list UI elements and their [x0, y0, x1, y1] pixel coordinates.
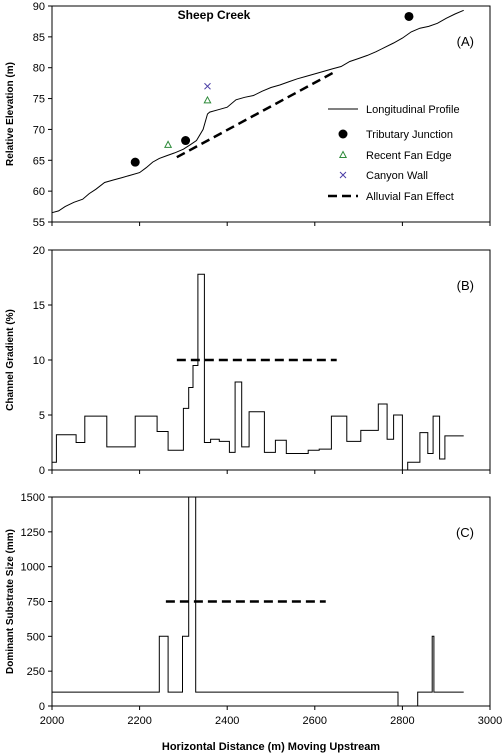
step-series-line: [52, 273, 464, 471]
tributary-junction-marker: [338, 129, 348, 139]
tributary-junction-marker: [130, 157, 140, 167]
profile-line: [51, 9, 464, 214]
y-tick-label: 0: [39, 701, 45, 713]
panel-label: (B): [457, 278, 474, 293]
x-tick-label: 2800: [390, 715, 414, 727]
tributary-junction-marker: [404, 11, 414, 21]
y-tick-label: 65: [33, 155, 45, 167]
fan-edge-marker: [203, 95, 212, 104]
panel-label: (A): [457, 34, 474, 49]
legend-label: Recent Fan Edge: [366, 150, 452, 162]
x-tick-label: 2200: [127, 715, 151, 727]
y-tick-label: 250: [27, 666, 45, 678]
fan-edge-marker: [164, 140, 173, 148]
tributary-junction-marker: [181, 136, 191, 146]
panel-a: 55 60 65 70 75 80 85 90 Relative Elevation (m) (A…: [5, 1, 491, 229]
plot-frame: [51, 5, 491, 223]
x-axis-title: Horizontal Distance (m) Moving Upstream: [162, 741, 380, 753]
plot-frame: [51, 249, 491, 471]
y-tick-label: 500: [27, 631, 45, 643]
y-tick-label: 1500: [21, 492, 45, 504]
panel-label: (C): [456, 525, 474, 540]
y-tick-label: 90: [33, 1, 45, 13]
legend-label: Tributary Junction: [366, 129, 453, 141]
legend-label: Alluvial Fan Effect: [366, 191, 454, 203]
legend-label: Canyon Wall: [366, 170, 428, 182]
panel-b: 0 5 10 15 20 Channel Gradient (%) (B): [5, 245, 491, 477]
canyon-wall-marker: [339, 171, 347, 179]
alluvial-fan-effect-line: [176, 70, 336, 159]
fan-edge-marker: [338, 150, 348, 158]
chart-title: Sheep Creek: [178, 8, 251, 22]
step-series-line: [52, 496, 464, 707]
x-tick-label: 2600: [303, 715, 327, 727]
y-tick-label: 15: [33, 300, 45, 312]
y-tick-label: 55: [33, 217, 45, 229]
panel-c: 0 250 500 750 1000 1250 1500 2000 2200 2400 2600 28…: [5, 492, 502, 727]
x-tick-label: 2400: [215, 715, 239, 727]
y-tick-label: 10: [33, 355, 45, 367]
y-tick-label: 60: [33, 186, 45, 198]
y-tick-label: 1000: [21, 562, 45, 574]
y-axis-title: Dominant Substrate Size (mm): [5, 529, 16, 674]
y-tick-label: 20: [33, 245, 45, 257]
y-tick-label: 75: [33, 94, 45, 106]
y-tick-label: 0: [39, 465, 45, 477]
y-tick-label: 85: [33, 32, 45, 44]
y-tick-label: 80: [33, 63, 45, 75]
y-tick-label: 70: [33, 124, 45, 136]
y-axis-title: Channel Gradient (%): [5, 309, 16, 411]
y-tick-label: 750: [27, 597, 45, 609]
y-tick-label: 5: [39, 410, 45, 422]
x-tick-label: 3000: [478, 715, 502, 727]
y-tick-label: 1250: [21, 527, 45, 539]
legend-label: Longitudinal Profile: [366, 104, 460, 116]
y-axis-title: Relative Elevation (m): [5, 62, 16, 166]
x-tick-label: 2000: [40, 715, 64, 727]
canyon-wall-marker: [204, 82, 211, 90]
